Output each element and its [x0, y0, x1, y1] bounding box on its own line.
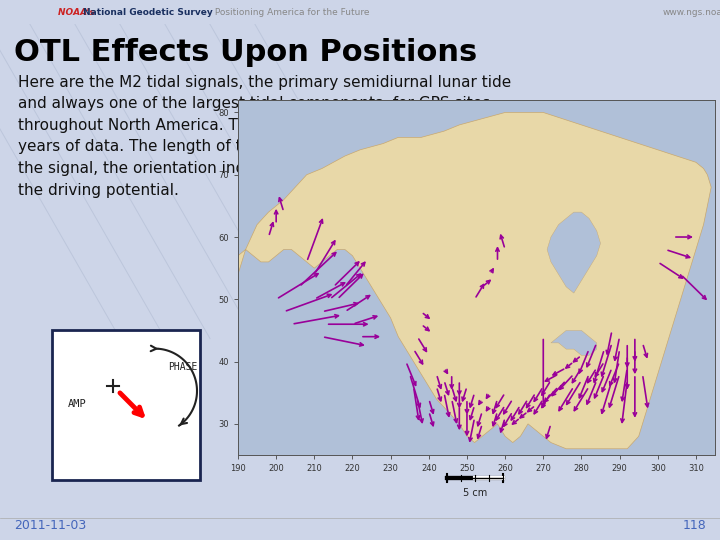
Text: 5 cm: 5 cm	[463, 488, 487, 498]
Text: 2011-11-03: 2011-11-03	[14, 519, 86, 532]
Text: National Geodetic Survey: National Geodetic Survey	[83, 8, 212, 17]
Text: PHASE: PHASE	[168, 362, 197, 372]
Text: www.ngs.noaa.gov: www.ngs.noaa.gov	[662, 8, 720, 17]
Text: Positioning America for the Future: Positioning America for the Future	[212, 8, 370, 17]
Text: Here are the M2 tidal signals, the primary semidiurnal lunar tide
and always one: Here are the M2 tidal signals, the prima…	[18, 75, 528, 198]
Polygon shape	[547, 212, 600, 293]
Polygon shape	[551, 330, 597, 355]
Text: NOAA’s: NOAA’s	[58, 8, 97, 17]
Text: OTL Effects Upon Positions: OTL Effects Upon Positions	[14, 38, 477, 68]
Bar	[52, 330, 200, 480]
Text: AMP: AMP	[68, 399, 86, 409]
Text: 118: 118	[683, 519, 706, 532]
Polygon shape	[238, 112, 711, 449]
